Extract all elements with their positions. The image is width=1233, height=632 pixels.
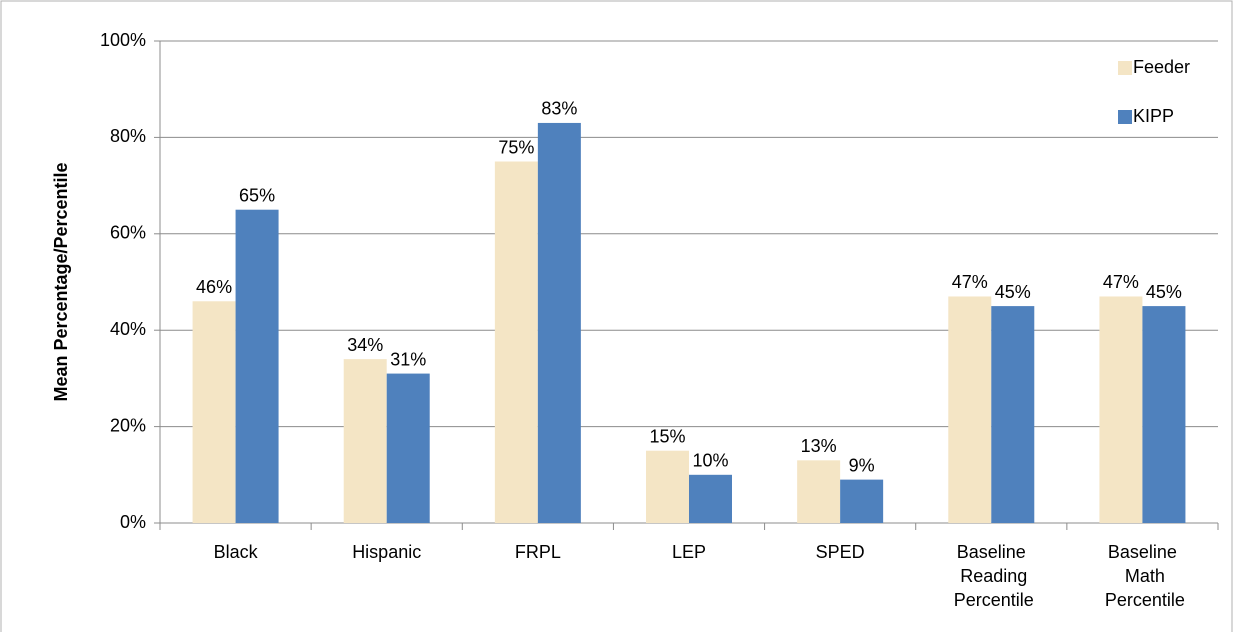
y-tick-label: 0%: [120, 512, 146, 532]
bar: [948, 296, 992, 523]
data-label: 65%: [239, 185, 275, 205]
bar: [494, 161, 538, 523]
y-tick-label: 20%: [110, 415, 146, 435]
data-label: 15%: [649, 426, 685, 446]
data-label: 9%: [849, 455, 875, 475]
data-label: 47%: [952, 272, 988, 292]
bar: [991, 306, 1035, 523]
y-tick-label: 40%: [110, 319, 146, 339]
bar: [386, 373, 430, 523]
bar: [1142, 306, 1186, 523]
y-tick-label: 80%: [110, 126, 146, 146]
bar: [840, 479, 884, 523]
y-tick-label: 100%: [100, 30, 146, 50]
data-label: 75%: [498, 137, 534, 157]
bar: [797, 460, 841, 523]
x-tick-label: Baseline Reading Percentile: [949, 542, 1034, 610]
x-tick-label: FRPL: [515, 542, 561, 562]
x-tick-label: Baseline Math Percentile: [1100, 542, 1185, 610]
data-label: 83%: [541, 99, 577, 119]
data-label: 47%: [1103, 272, 1139, 292]
data-label: 10%: [692, 451, 728, 471]
bar: [646, 450, 689, 523]
data-label: 45%: [1146, 282, 1182, 302]
x-tick-label: SPED: [816, 542, 865, 562]
bar: [537, 122, 581, 523]
legend-swatch: [1118, 110, 1132, 124]
data-label: 45%: [995, 282, 1031, 302]
bar: [689, 474, 732, 523]
y-axis-title: Mean Percentage/Percentile: [51, 162, 71, 401]
legend-label: Feeder: [1133, 57, 1190, 77]
bar: [343, 359, 387, 523]
data-label: 34%: [347, 335, 383, 355]
x-tick-label: LEP: [672, 542, 706, 562]
bar: [192, 301, 236, 523]
bar: [1099, 296, 1143, 523]
x-tick-label: Hispanic: [352, 542, 421, 562]
y-tick-label: 60%: [110, 223, 146, 243]
legend-label: KIPP: [1133, 106, 1174, 126]
data-label: 31%: [390, 349, 426, 369]
bar: [235, 209, 279, 523]
data-label: 46%: [196, 277, 232, 297]
legend-swatch: [1118, 61, 1132, 75]
data-label: 13%: [801, 436, 837, 456]
x-tick-label: Black: [214, 542, 259, 562]
